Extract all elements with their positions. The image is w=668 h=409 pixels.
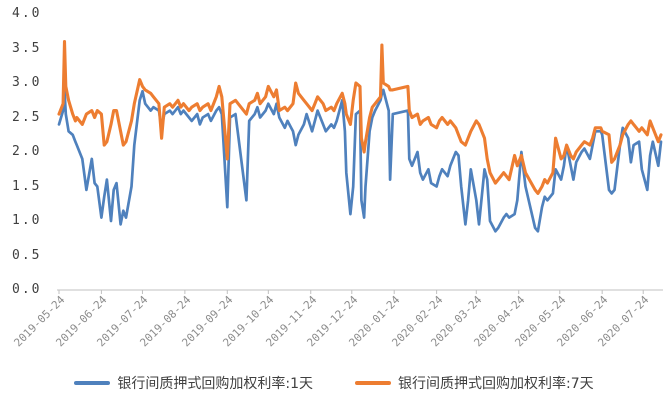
series-line-7d (57, 40, 663, 195)
legend-swatch-7d-icon (355, 381, 391, 385)
y-tick-label: 0.0 (12, 282, 42, 297)
legend-item-1d: 银行间质押式回购加权利率:1天 (74, 373, 313, 393)
y-tick-label: 1.0 (12, 213, 42, 228)
legend: 银行间质押式回购加权利率:1天 银行间质押式回购加权利率:7天 (0, 368, 668, 398)
y-tick-label: 2.5 (12, 109, 42, 125)
y-tick-label: 2.0 (12, 144, 42, 159)
legend-label-1d: 银行间质押式回购加权利率:1天 (117, 376, 313, 392)
y-tick-label: 4.0 (12, 6, 42, 21)
series-line-1d (57, 88, 663, 233)
y-tick-label: 1.5 (12, 178, 42, 194)
legend-label-7d: 银行间质押式回购加权利率:7天 (398, 376, 594, 392)
legend-swatch-1d-icon (74, 381, 111, 385)
y-tick-label: 3.0 (12, 75, 42, 90)
y-tick-label: 0.5 (12, 247, 42, 263)
legend-item-7d: 银行间质押式回购加权利率:7天 (355, 373, 594, 393)
y-tick-label: 3.5 (12, 40, 42, 56)
